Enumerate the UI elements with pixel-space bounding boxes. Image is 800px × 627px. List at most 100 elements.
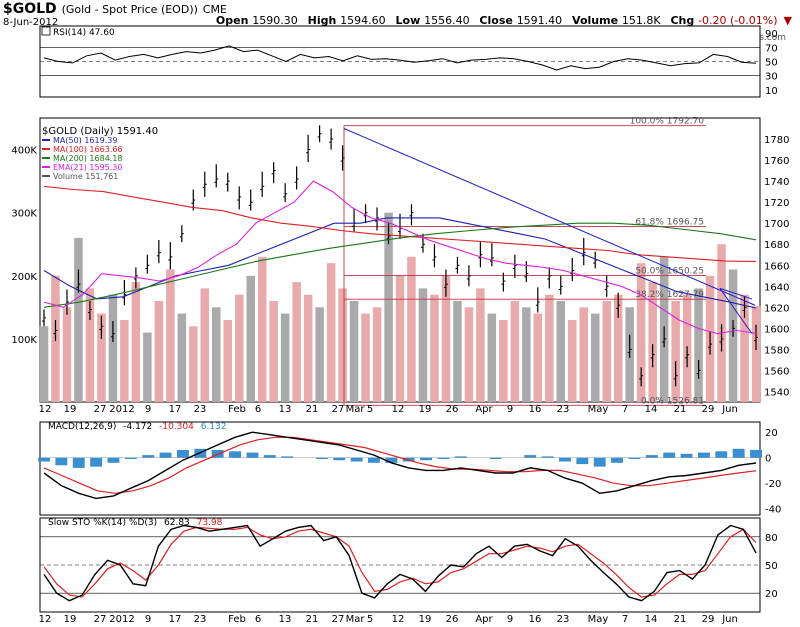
x-tick-label: 27 [94, 404, 107, 415]
x-tick-label: Jun [721, 614, 738, 625]
x-tick-label: 5 [367, 404, 373, 415]
k-value: 62.83 [164, 518, 190, 528]
chart-date: 8-Jun-2012 [3, 17, 59, 28]
x-tick-label: 23 [557, 614, 570, 625]
macd-hist-bar [698, 452, 710, 458]
macd-hist-bar [142, 455, 155, 458]
volume-label: Volume [572, 14, 619, 27]
x-tick-label: 9 [507, 404, 513, 415]
macd-panel-frame [39, 421, 761, 516]
sto-legend: Slow STO %K(14) %D(3) 62.83 73.98 [48, 518, 223, 528]
price-legend-item: EMA(21) 1595.30 [53, 163, 122, 172]
hist-value: 6.132 [201, 422, 227, 432]
macd-tick-label: 20 [765, 428, 778, 439]
svg-text:Slow STO %K(14) %D(3) 62: Slow STO %K(14) %D(3) 62.83 73.98 [48, 518, 223, 528]
x-tick-label: 12 [39, 404, 52, 415]
volume-bar [292, 282, 301, 402]
macd-hist-bar [680, 453, 693, 458]
open-value: 1590.30 [252, 14, 298, 27]
x-tick-label: 27 [332, 404, 345, 415]
volume-bar [108, 294, 118, 402]
macd-hist-bar [159, 452, 172, 458]
volume-bar [349, 301, 359, 402]
volume-bar [280, 313, 290, 402]
macd-hist-bar [385, 457, 398, 463]
volume-bar [361, 313, 370, 402]
price-tick-label: 1740 [764, 177, 789, 188]
volume-bar [579, 307, 588, 402]
fib-label: 38.2% 1627.79 [635, 290, 704, 300]
macd-hist-bar [715, 451, 728, 458]
sto-tick-label: 20 [765, 589, 778, 600]
price-tick-label: 1720 [764, 198, 789, 209]
rsi-tick-label: 90 [765, 29, 778, 40]
macd-tick-label: -40 [765, 505, 781, 516]
macd-hist-bar [663, 452, 676, 458]
price-tick-label: 1760 [764, 156, 789, 167]
volume-bar [407, 256, 416, 402]
trend-line [343, 128, 756, 306]
volume-bar [384, 212, 393, 402]
volume-bar [315, 307, 324, 402]
macd-hist-bar [38, 457, 50, 462]
price-tick-label: 1560 [764, 366, 789, 377]
volume-bar [85, 288, 95, 402]
volume-bar [418, 288, 428, 402]
volume-bar [430, 294, 439, 402]
price-legend-item: MA(200) 1684.18 [53, 154, 123, 163]
x-tick-label: Feb [228, 614, 246, 625]
x-tick-label: 16 [529, 404, 542, 415]
sto-legend-prefix: Slow STO %K(14) %D(3) [48, 518, 157, 528]
macd-tick-label: -20 [765, 479, 781, 490]
volume-bar [166, 269, 175, 402]
macd-hist-bar [350, 457, 363, 462]
price-tick-label: 1700 [764, 219, 789, 230]
macd-hist-bar [90, 457, 103, 467]
price-tick-label: 1640 [764, 282, 789, 293]
volume-bar [556, 301, 565, 402]
macd-hist-bar [72, 457, 85, 468]
volume-bar [568, 320, 577, 402]
macd-hist-bar [55, 457, 68, 466]
volume-bar [131, 282, 141, 402]
macd-hist-bar [559, 457, 571, 462]
trend-line [719, 287, 753, 300]
low-label: Low [395, 14, 421, 27]
x-tick-label: Jun [721, 404, 738, 415]
volume-bar [338, 288, 347, 402]
macd-hist-bar [454, 456, 467, 458]
down-arrow-icon: ▼ [783, 14, 792, 27]
high-value: 1594.60 [340, 14, 386, 27]
x-tick-label: Feb [228, 404, 246, 415]
macd-line [43, 431, 757, 500]
rsi-legend: RSI(14) 47.60 [41, 26, 115, 38]
rsi-legend-text: RSI(14) 47.60 [53, 28, 115, 38]
macd-hist-bar [611, 457, 623, 463]
x-tick-label: 17 [169, 404, 182, 415]
volume-bar [97, 313, 106, 402]
macd-hist-bar [229, 451, 241, 458]
macd-hist-bar [315, 457, 328, 459]
x-tick-label: 9 [507, 614, 513, 625]
close-value: 1591.40 [516, 14, 563, 27]
x-tick-label: 19 [64, 614, 77, 625]
sto-d-line [43, 526, 757, 598]
price-legend-item: MA(50) 1619.39 [53, 136, 117, 145]
sto-k-line [43, 524, 757, 602]
volume-bar [522, 307, 531, 402]
macd-hist-bar [645, 455, 658, 458]
chg-value: -0.20 (-0.01%) [698, 14, 778, 27]
x-tick-label: 23 [557, 404, 570, 415]
volume-bar [671, 301, 680, 402]
close-label: Close [479, 14, 513, 27]
volume-bar [189, 326, 198, 402]
volume-tick-label: 200K [11, 272, 37, 283]
volume-bar [62, 307, 72, 402]
signal-value: -10.304 [159, 422, 194, 432]
x-tick-label: 27 [332, 614, 345, 625]
x-tick-label: 7 [622, 614, 628, 625]
rsi-tick-label: 50 [765, 58, 778, 69]
volume-bar [258, 256, 267, 402]
x-tick-label: 12 [392, 614, 405, 625]
